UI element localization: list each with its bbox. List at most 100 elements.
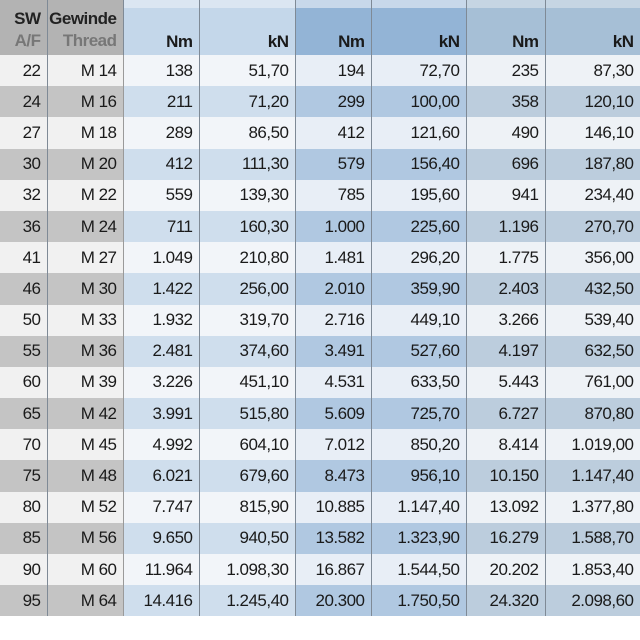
table-cell: 432,50: [545, 273, 640, 305]
table-cell: 22: [0, 55, 48, 87]
table-cell: 51,70: [199, 55, 296, 87]
table-row: 30 M 20 412 111,30 579 156,40 696 187,80: [0, 148, 640, 180]
table-cell: 256,00: [199, 273, 296, 305]
table-cell: 359,90: [371, 273, 467, 305]
af-label: A/F: [14, 31, 41, 50]
table-cell: 956,10: [371, 460, 467, 492]
table-cell: 412: [123, 148, 200, 180]
table-cell: 5.609: [295, 398, 372, 430]
table-cell: 20.202: [466, 554, 546, 586]
table-cell: 10.885: [295, 491, 372, 523]
table-cell: 7.012: [295, 429, 372, 461]
table-row: 41 M 27 1.049 210,80 1.481 296,20 1.775 356,00: [0, 242, 640, 274]
header-unit: kN: [545, 0, 640, 55]
table-row: 22 M 14 138 51,70 194 72,70 235 87,30: [0, 55, 640, 87]
table-cell: 1.588,70: [545, 522, 640, 554]
table-cell: 1.196: [466, 210, 546, 243]
table-cell: 87,30: [545, 55, 640, 87]
table-cell: 6.021: [123, 460, 200, 492]
table-cell: 785: [295, 179, 372, 211]
table-cell: 633,50: [371, 366, 467, 399]
table-cell: 111,30: [199, 148, 296, 180]
table-cell: 1.323,90: [371, 522, 467, 554]
table-cell: 4.197: [466, 335, 546, 367]
table-row: 50 M 33 1.932 319,70 2.716 449,10 3.266 539,40: [0, 304, 640, 336]
table-cell: 80: [0, 491, 48, 523]
table-cell: 1.147,40: [371, 491, 467, 523]
table-cell: 1.932: [123, 304, 200, 336]
header-unit: Nm: [295, 0, 372, 55]
header-unit: kN: [199, 0, 296, 55]
table-cell: M 42: [47, 398, 124, 430]
header-thread: Gewinde Thread: [47, 0, 124, 55]
table-cell: 120,10: [545, 86, 640, 118]
table-cell: 95: [0, 585, 48, 617]
table-row: 80 M 52 7.747 815,90 10.885 1.147,40 13.092 1.3…: [0, 491, 640, 523]
table-cell: 2.481: [123, 335, 200, 367]
table-cell: 194: [295, 55, 372, 87]
table-cell: 299: [295, 86, 372, 118]
table-cell: 187,80: [545, 148, 640, 180]
sw-label: SW: [14, 9, 41, 28]
header-row: SW A/F Gewinde Thread Nm kN Nm kN Nm kN: [0, 0, 640, 55]
table-cell: 7.747: [123, 491, 200, 523]
table-cell: 270,70: [545, 210, 640, 243]
table-row: 24 M 16 211 71,20 299 100,00 358 120,10: [0, 86, 640, 118]
table-cell: 490: [466, 117, 546, 149]
table-cell: 374,60: [199, 335, 296, 367]
table-cell: 679,60: [199, 460, 296, 492]
table-cell: M 64: [47, 585, 124, 617]
table-cell: 16.867: [295, 554, 372, 586]
table-cell: 13.582: [295, 522, 372, 554]
table-cell: 696: [466, 148, 546, 180]
table-cell: 11.964: [123, 554, 200, 586]
table-cell: 90: [0, 554, 48, 586]
table-cell: 356,00: [545, 242, 640, 274]
table-cell: 46: [0, 273, 48, 305]
table-cell: 559: [123, 179, 200, 211]
table-cell: 725,70: [371, 398, 467, 430]
table-cell: 36: [0, 210, 48, 243]
table-cell: 210,80: [199, 242, 296, 274]
table-cell: 4.531: [295, 366, 372, 399]
table-cell: 156,40: [371, 148, 467, 180]
table-cell: 1.775: [466, 242, 546, 274]
table-row: 85 M 56 9.650 940,50 13.582 1.323,90 16.279 1.5…: [0, 522, 640, 554]
table-cell: 211: [123, 86, 200, 118]
table-cell: 1.544,50: [371, 554, 467, 586]
table-cell: 235: [466, 55, 546, 87]
table-cell: 32: [0, 179, 48, 211]
table-cell: 1.147,40: [545, 460, 640, 492]
table-cell: M 45: [47, 429, 124, 461]
table-cell: 4.992: [123, 429, 200, 461]
table-cell: 60: [0, 366, 48, 399]
table-cell: M 22: [47, 179, 124, 211]
table-cell: 139,30: [199, 179, 296, 211]
table-cell: M 60: [47, 554, 124, 586]
table-cell: 761,00: [545, 366, 640, 399]
table-cell: 870,80: [545, 398, 640, 430]
table-cell: 55: [0, 335, 48, 367]
table-cell: 65: [0, 398, 48, 430]
table-cell: M 52: [47, 491, 124, 523]
header-sw: SW A/F: [0, 0, 48, 55]
table-cell: 146,10: [545, 117, 640, 149]
table-row: 90 M 60 11.964 1.098,30 16.867 1.544,50 20.202…: [0, 554, 640, 586]
table-cell: 30: [0, 148, 48, 180]
table-cell: 100,00: [371, 86, 467, 118]
table-cell: M 18: [47, 117, 124, 149]
table-cell: 5.443: [466, 366, 546, 399]
table-cell: 2.098,60: [545, 585, 640, 617]
table-row: 75 M 48 6.021 679,60 8.473 956,10 10.150 1.147,…: [0, 460, 640, 492]
table-cell: 296,20: [371, 242, 467, 274]
table-cell: 940,50: [199, 522, 296, 554]
table-cell: 41: [0, 242, 48, 274]
table-cell: 289: [123, 117, 200, 149]
table-cell: 1.750,50: [371, 585, 467, 617]
table-cell: 16.279: [466, 522, 546, 554]
table-cell: 24: [0, 86, 48, 118]
table-cell: 10.150: [466, 460, 546, 492]
table-cell: 2.010: [295, 273, 372, 305]
table-cell: 24.320: [466, 585, 546, 617]
table-cell: 527,60: [371, 335, 467, 367]
